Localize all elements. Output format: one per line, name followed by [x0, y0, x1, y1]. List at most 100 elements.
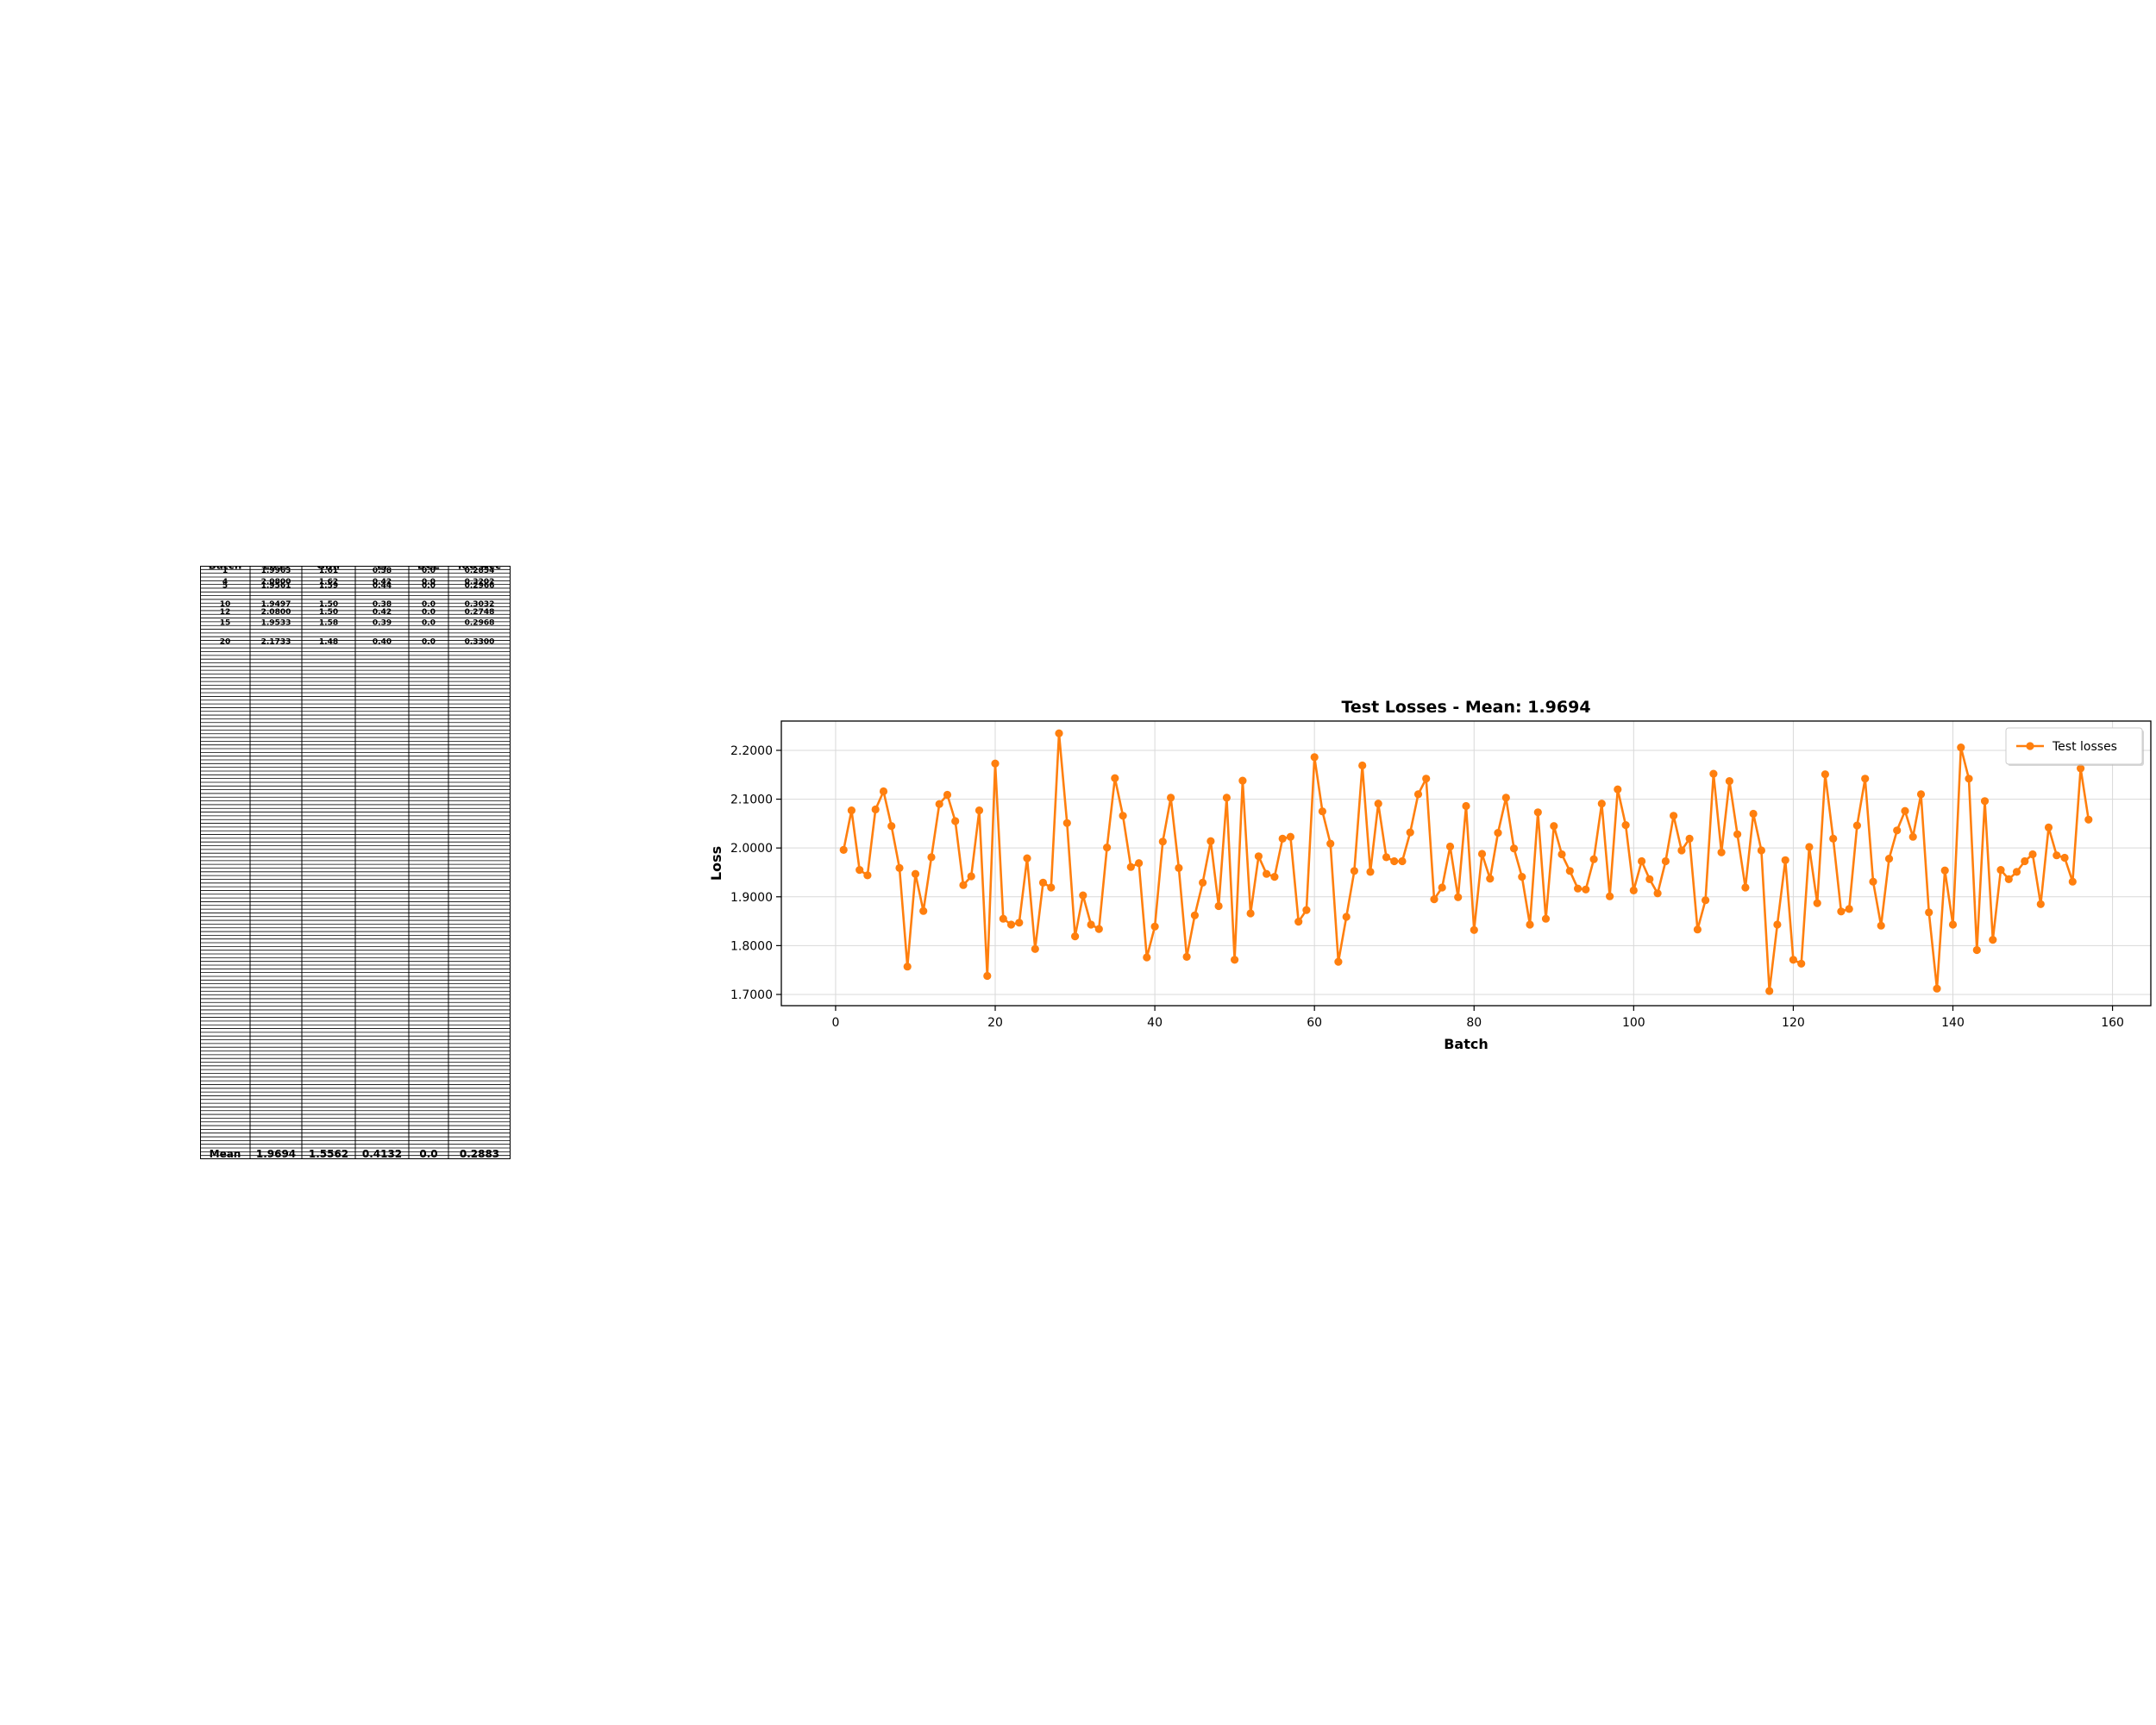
- table-cell: 2.0800: [261, 578, 291, 586]
- data-point: [1757, 846, 1765, 855]
- data-point: [839, 845, 848, 854]
- data-point: [2028, 850, 2037, 859]
- data-point: [856, 866, 864, 875]
- data-point: [1653, 889, 1662, 898]
- table-cell: 1.58: [319, 619, 338, 628]
- table-cell: 0.3032: [465, 600, 495, 609]
- data-point: [2053, 851, 2061, 860]
- data-point: [1031, 944, 1039, 953]
- data-point: [1509, 844, 1519, 853]
- data-point: [1445, 842, 1455, 851]
- y-tick-label: 2.0000: [730, 842, 773, 856]
- data-point: [1645, 875, 1654, 883]
- data-point: [863, 871, 872, 880]
- data-point: [1526, 920, 1534, 929]
- x-tick-label: 160: [2101, 1016, 2124, 1030]
- x-tick-label: 100: [1622, 1016, 1645, 1030]
- table-cell: 1.48: [319, 637, 338, 646]
- table-cell: 5: [222, 581, 228, 590]
- metrics-table-svg: BatchLossGInfLIBCEIoU Acc11.99631.610.38…: [200, 559, 511, 1160]
- data-point: [991, 759, 1000, 768]
- x-tick-label: 20: [987, 1016, 1003, 1030]
- table-cell: 0.2748: [465, 608, 495, 617]
- legend-label: Test losses: [2052, 740, 2117, 754]
- loss-chart-svg: 0 20 40 60 80 100 120 140 160 1.7000 1.8000 1.9000 2…: [708, 698, 2152, 1052]
- table-cell: 1.59: [319, 581, 338, 590]
- table-mean-cell: 0.4132: [362, 1148, 402, 1159]
- table-mean-cell: Mean: [210, 1148, 241, 1159]
- table-cell: 0.38: [373, 600, 392, 609]
- data-point: [943, 790, 952, 800]
- data-point: [1685, 834, 1694, 843]
- data-point: [1606, 892, 1614, 900]
- data-point: [1342, 913, 1351, 921]
- data-point: [1135, 859, 1144, 868]
- data-point: [1614, 785, 1622, 794]
- table-mean-cell: 1.5562: [309, 1148, 348, 1159]
- data-point: [1797, 959, 1806, 968]
- data-point: [1908, 832, 1917, 841]
- data-point: [1670, 812, 1678, 820]
- data-point: [1023, 854, 1031, 862]
- data-point: [2021, 856, 2029, 866]
- plot-frame: [780, 720, 2152, 1007]
- data-point: [1565, 867, 1574, 875]
- legend-marker: [2026, 742, 2034, 750]
- data-point: [1390, 856, 1399, 866]
- data-point: [1733, 830, 1742, 838]
- data-point: [1358, 761, 1367, 770]
- data-point: [1789, 956, 1797, 964]
- series-test-losses: [839, 729, 2093, 995]
- data-point: [2060, 853, 2069, 862]
- data-point: [2044, 823, 2053, 831]
- y-tick-label: 2.2000: [730, 744, 773, 758]
- data-point: [919, 906, 928, 915]
- data-point: [1231, 956, 1239, 964]
- data-point: [1837, 907, 1846, 916]
- data-point: [1438, 883, 1446, 892]
- data-point: [1533, 808, 1542, 817]
- x-tick-label: 80: [1466, 1016, 1482, 1030]
- table-cell: 0.38: [373, 567, 392, 575]
- table-cell: 1.9533: [261, 619, 291, 628]
- data-point: [1940, 866, 1949, 875]
- data-point: [1574, 884, 1583, 893]
- table-cell: 15: [220, 619, 231, 628]
- data-point: [1765, 987, 1774, 995]
- table-cell: 2.0800: [261, 608, 291, 617]
- table-cell: 0.0: [422, 581, 436, 590]
- data-point: [1477, 850, 1487, 858]
- data-point: [1374, 800, 1382, 808]
- data-point: [1965, 775, 1973, 783]
- data-point: [2036, 900, 2045, 908]
- table-cell: 0.3300: [465, 637, 495, 646]
- data-point: [1725, 777, 1733, 786]
- data-point: [1901, 806, 1909, 815]
- data-point: [1773, 920, 1782, 929]
- data-point: [1422, 775, 1431, 783]
- data-point: [927, 853, 936, 862]
- loss-chart: 0 20 40 60 80 100 120 140 160 1.7000 1.8000 1.9000 2…: [673, 690, 2156, 1061]
- data-point: [1222, 794, 1231, 802]
- x-tick-label: 140: [1941, 1016, 1965, 1030]
- data-point: [1294, 918, 1303, 926]
- data-point: [1366, 868, 1375, 876]
- data-point: [1861, 775, 1870, 783]
- table-cell: 1.9561: [261, 581, 291, 590]
- data-point: [1709, 769, 1718, 778]
- table-cell: 1.9963: [261, 567, 291, 575]
- data-point: [903, 963, 912, 971]
- data-point: [2077, 764, 2085, 773]
- data-point: [1094, 925, 1103, 933]
- data-point: [1852, 821, 1861, 830]
- data-point: [1550, 822, 1558, 831]
- data-point: [1893, 826, 1902, 835]
- data-point: [1702, 896, 1710, 905]
- data-point: [1278, 834, 1287, 843]
- table-cell: 0.2854: [465, 567, 495, 575]
- table-cell: 1.61: [319, 567, 338, 575]
- data-point: [1925, 908, 1934, 917]
- data-point: [1462, 801, 1470, 811]
- table-cell: 0.44: [373, 581, 392, 590]
- table-cell: 20: [220, 637, 231, 646]
